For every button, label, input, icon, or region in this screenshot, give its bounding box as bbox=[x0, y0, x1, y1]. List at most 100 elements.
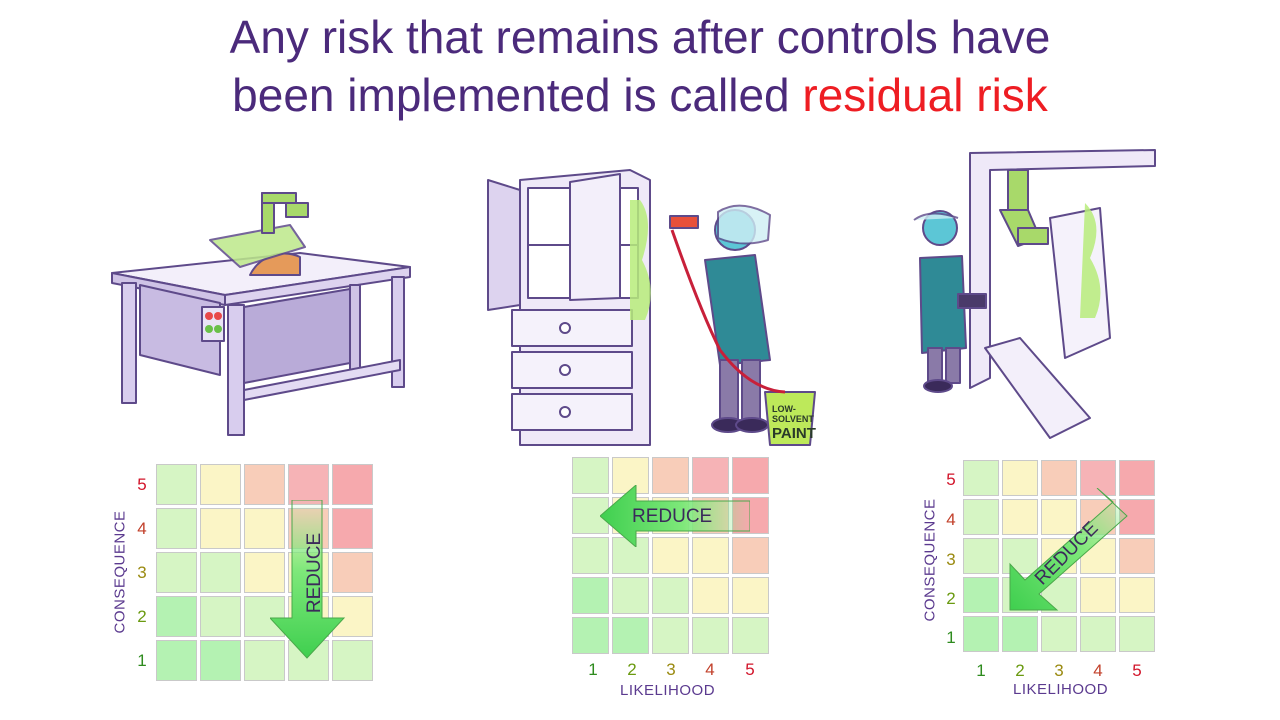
matrix-3-y-tick: 3 bbox=[946, 550, 956, 569]
matrix-2-x-tick: 2 bbox=[627, 660, 637, 679]
risk-cell bbox=[200, 640, 241, 681]
risk-cell bbox=[1002, 616, 1038, 652]
risk-cell bbox=[612, 617, 649, 654]
matrix-3-x-tick: 5 bbox=[1132, 661, 1142, 680]
risk-cell bbox=[652, 617, 689, 654]
risk-cell bbox=[572, 577, 609, 614]
risk-cell bbox=[732, 617, 769, 654]
painter-wardrobe-illustration: LOW- SOLVENT PAINT bbox=[487, 169, 816, 446]
risk-matrix-1: CONSEQUENCE 5 4 3 2 1 REDUCE bbox=[100, 460, 390, 700]
risk-cell bbox=[612, 537, 649, 574]
risk-cell bbox=[244, 596, 285, 637]
risk-cell bbox=[732, 457, 769, 494]
matrix-3-y-tick: 5 bbox=[946, 470, 956, 489]
risk-cell bbox=[652, 537, 689, 574]
risk-cell bbox=[332, 508, 373, 549]
paint-bucket-label-2: SOLVENT bbox=[772, 414, 814, 424]
risk-cell bbox=[332, 596, 373, 637]
matrix-2-reduce-label: REDUCE bbox=[632, 506, 713, 527]
matrix-2-x-tick: 3 bbox=[666, 660, 676, 679]
risk-cell bbox=[200, 464, 241, 505]
risk-cell bbox=[1119, 577, 1155, 613]
risk-cell bbox=[1041, 460, 1077, 496]
risk-cell bbox=[1002, 499, 1038, 535]
matrix-2-reduce-arrow bbox=[600, 485, 750, 547]
slide-title: Any risk that remains after controls hav… bbox=[0, 8, 1280, 124]
matrix-1-reduce-label: REDUCE bbox=[304, 532, 326, 614]
risk-cell bbox=[963, 499, 999, 535]
matrix-1-y-tick: 1 bbox=[137, 651, 147, 670]
risk-cell bbox=[963, 616, 999, 652]
risk-cell bbox=[572, 457, 609, 494]
risk-matrix-2: REDUCE 1 2 3 4 5 LIKELIHOOD bbox=[570, 455, 780, 705]
matrix-3-y-tick: 1 bbox=[946, 628, 956, 647]
risk-cell bbox=[244, 464, 285, 505]
risk-cell bbox=[572, 537, 609, 574]
risk-cell bbox=[692, 577, 729, 614]
risk-cell bbox=[1041, 499, 1077, 535]
risk-cell bbox=[963, 538, 999, 574]
matrix-3-y-axis-label: CONSEQUENCE bbox=[921, 498, 939, 622]
risk-cell bbox=[200, 552, 241, 593]
matrix-1-y-tick: 2 bbox=[137, 607, 147, 626]
risk-cell bbox=[156, 552, 197, 593]
risk-cell bbox=[1119, 616, 1155, 652]
risk-cell bbox=[692, 617, 729, 654]
title-line-2-prefix: been implemented is called bbox=[232, 69, 803, 121]
risk-matrix-3: CONSEQUENCE 5 4 3 2 1 REDUCE 1 2 3 4 5 L… bbox=[905, 458, 1175, 708]
matrix-2-x-tick: 5 bbox=[745, 660, 755, 679]
risk-cell bbox=[692, 457, 729, 494]
matrix-1-y-tick: 5 bbox=[137, 475, 147, 494]
paint-bucket-label-1: LOW- bbox=[772, 404, 796, 414]
risk-cell bbox=[1002, 460, 1038, 496]
risk-cell bbox=[288, 464, 329, 505]
matrix-1-reduce-arrow bbox=[270, 500, 346, 659]
risk-cell bbox=[1080, 460, 1116, 496]
title-line-1: Any risk that remains after controls hav… bbox=[229, 11, 1051, 63]
matrix-3-reduce-arrow bbox=[1009, 488, 1128, 611]
risk-cell bbox=[244, 508, 285, 549]
risk-cell bbox=[1119, 460, 1155, 496]
matrix-2-x-axis-label: LIKELIHOOD bbox=[620, 682, 716, 699]
paint-bucket-label-3: PAINT bbox=[772, 425, 816, 442]
risk-cell bbox=[963, 577, 999, 613]
matrix-3-x-tick: 4 bbox=[1093, 661, 1103, 680]
title-highlight: residual risk bbox=[802, 69, 1048, 121]
matrix-2-x-tick: 1 bbox=[588, 660, 598, 679]
risk-cell bbox=[1041, 616, 1077, 652]
title-line-2: been implemented is called residual risk bbox=[0, 66, 1280, 124]
matrix-3-x-tick: 3 bbox=[1054, 661, 1064, 680]
risk-cell bbox=[652, 577, 689, 614]
matrix-1-y-axis-label: CONSEQUENCE bbox=[111, 510, 129, 634]
matrix-3-y-tick: 2 bbox=[946, 589, 956, 608]
risk-cell bbox=[244, 640, 285, 681]
risk-cell bbox=[156, 640, 197, 681]
risk-cell bbox=[1080, 577, 1116, 613]
risk-cell bbox=[332, 640, 373, 681]
table-saw-illustration bbox=[111, 192, 411, 436]
risk-cell bbox=[200, 596, 241, 637]
risk-cell bbox=[244, 552, 285, 593]
risk-cell bbox=[572, 617, 609, 654]
risk-cell bbox=[332, 552, 373, 593]
risk-cell bbox=[732, 577, 769, 614]
matrix-1-y-tick: 3 bbox=[137, 563, 147, 582]
risk-cell bbox=[612, 577, 649, 614]
risk-cell bbox=[732, 537, 769, 574]
risk-cell bbox=[692, 537, 729, 574]
risk-cell bbox=[1119, 538, 1155, 574]
risk-cell bbox=[156, 508, 197, 549]
robot-spray-booth-illustration bbox=[913, 149, 1156, 439]
matrix-2-x-tick: 4 bbox=[705, 660, 715, 679]
risk-cell bbox=[652, 457, 689, 494]
risk-cell bbox=[156, 464, 197, 505]
risk-cell bbox=[156, 596, 197, 637]
risk-cell bbox=[1002, 538, 1038, 574]
matrix-3-x-axis-label: LIKELIHOOD bbox=[1013, 681, 1109, 698]
matrix-3-x-tick: 1 bbox=[976, 661, 986, 680]
matrix-1-y-tick: 4 bbox=[137, 519, 147, 538]
matrix-3-x-tick: 2 bbox=[1015, 661, 1025, 680]
matrix-3-y-tick: 4 bbox=[946, 510, 956, 529]
risk-cell bbox=[200, 508, 241, 549]
risk-cell bbox=[963, 460, 999, 496]
